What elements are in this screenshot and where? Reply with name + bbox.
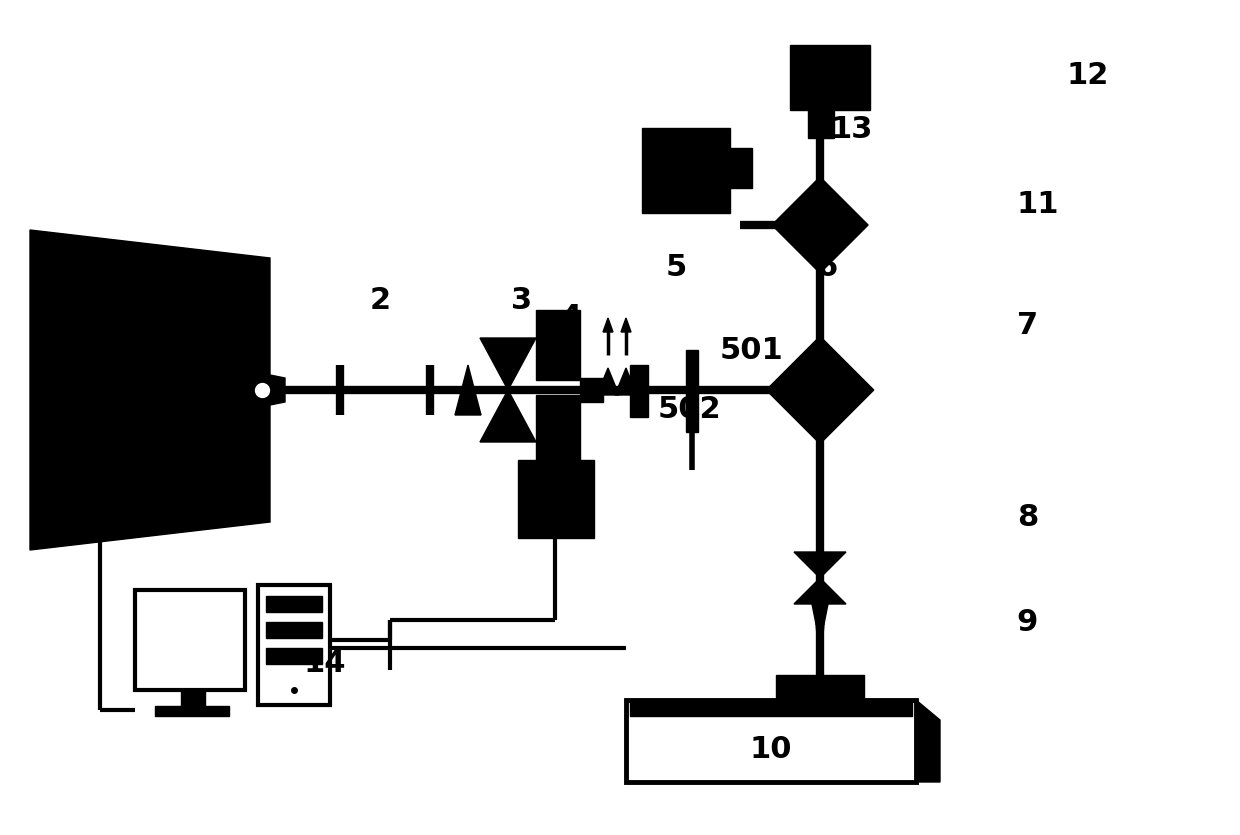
Polygon shape — [30, 230, 270, 550]
Text: 13: 13 — [831, 115, 873, 144]
Polygon shape — [773, 177, 868, 273]
Bar — [730, 148, 751, 188]
Polygon shape — [480, 390, 536, 442]
Polygon shape — [615, 368, 637, 395]
Bar — [630, 365, 649, 417]
Bar — [155, 706, 229, 716]
Text: 8: 8 — [1017, 504, 1038, 532]
Bar — [808, 110, 835, 138]
Bar — [181, 690, 205, 706]
Bar — [267, 596, 322, 612]
Polygon shape — [812, 604, 828, 624]
Polygon shape — [816, 624, 825, 669]
Bar — [686, 350, 698, 432]
Polygon shape — [455, 365, 481, 415]
Text: 9: 9 — [1017, 608, 1038, 636]
Text: 4: 4 — [560, 303, 582, 331]
Polygon shape — [536, 395, 580, 460]
Bar — [642, 128, 730, 213]
Text: 5: 5 — [666, 253, 687, 281]
Polygon shape — [766, 337, 874, 443]
Polygon shape — [916, 700, 940, 782]
Text: 501: 501 — [719, 337, 782, 365]
Polygon shape — [794, 552, 846, 578]
Polygon shape — [794, 578, 846, 604]
Polygon shape — [621, 318, 631, 332]
Polygon shape — [580, 378, 603, 402]
Text: 12: 12 — [1066, 61, 1109, 89]
Text: 11: 11 — [1017, 190, 1059, 219]
Bar — [267, 648, 322, 664]
Text: 14: 14 — [304, 650, 346, 678]
Polygon shape — [480, 338, 536, 390]
Text: 7: 7 — [1017, 311, 1038, 340]
Text: 502: 502 — [657, 395, 720, 423]
Bar — [135, 590, 246, 690]
Bar — [776, 675, 864, 699]
Bar — [630, 700, 911, 716]
Text: 3: 3 — [511, 286, 532, 315]
Bar — [267, 622, 322, 638]
Text: 10: 10 — [750, 736, 792, 765]
Polygon shape — [270, 375, 285, 405]
Polygon shape — [596, 368, 619, 395]
Polygon shape — [603, 318, 613, 332]
Bar — [518, 460, 594, 538]
Text: 6: 6 — [816, 253, 837, 281]
Bar — [790, 45, 870, 110]
Bar — [258, 585, 330, 705]
Bar — [626, 700, 916, 782]
Polygon shape — [536, 310, 580, 380]
Text: 2: 2 — [370, 286, 391, 315]
